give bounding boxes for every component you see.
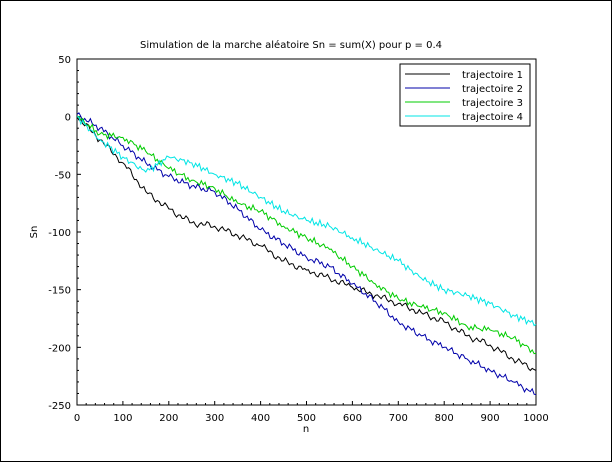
y-tick-label: -200 (48, 343, 71, 354)
x-tick-label: 900 (481, 413, 500, 424)
x-axis-tick-labels: 0 100 200 300 400 500 600 700 800 900 1000 (74, 413, 549, 424)
legend-label: trajectoire 3 (462, 98, 523, 109)
x-tick-label: 600 (343, 413, 362, 424)
series-line (76, 112, 537, 396)
series-line (76, 116, 537, 372)
x-tick-label: 100 (113, 413, 132, 424)
x-axis-ticks (76, 401, 537, 405)
y-tick-label: -50 (55, 170, 71, 181)
legend-label: trajectoire 2 (462, 84, 523, 95)
series-line (76, 116, 537, 327)
x-tick-label: 200 (159, 413, 178, 424)
series-lines (76, 112, 537, 396)
y-axis-ticks (77, 58, 81, 406)
x-tick-label: 0 (74, 413, 80, 424)
x-axis-label: n (303, 424, 309, 435)
y-tick-label: 50 (58, 55, 71, 66)
legend-label: trajectoire 1 (462, 70, 523, 81)
x-tick-label: 700 (389, 413, 408, 424)
chart-title: Simulation de la marche aléatoire Sn = s… (140, 39, 442, 51)
x-tick-label: 500 (297, 413, 316, 424)
x-tick-label: 400 (251, 413, 270, 424)
y-axis-label: Sn (29, 226, 40, 239)
x-tick-label: 800 (435, 413, 454, 424)
series-line (76, 115, 537, 355)
y-tick-label: 0 (65, 113, 71, 124)
x-tick-label: 300 (205, 413, 224, 424)
y-axis-tick-labels: 50 0 -50 -100 -150 -200 -250 (48, 55, 71, 412)
legend-label: trajectoire 4 (462, 112, 523, 123)
legend: trajectoire 1 trajectoire 2 trajectoire 3 t… (399, 63, 531, 127)
x-tick-label: 1000 (523, 413, 548, 424)
y-tick-label: -250 (48, 401, 71, 412)
y-tick-label: -150 (48, 286, 71, 297)
y-tick-label: -100 (48, 228, 71, 239)
